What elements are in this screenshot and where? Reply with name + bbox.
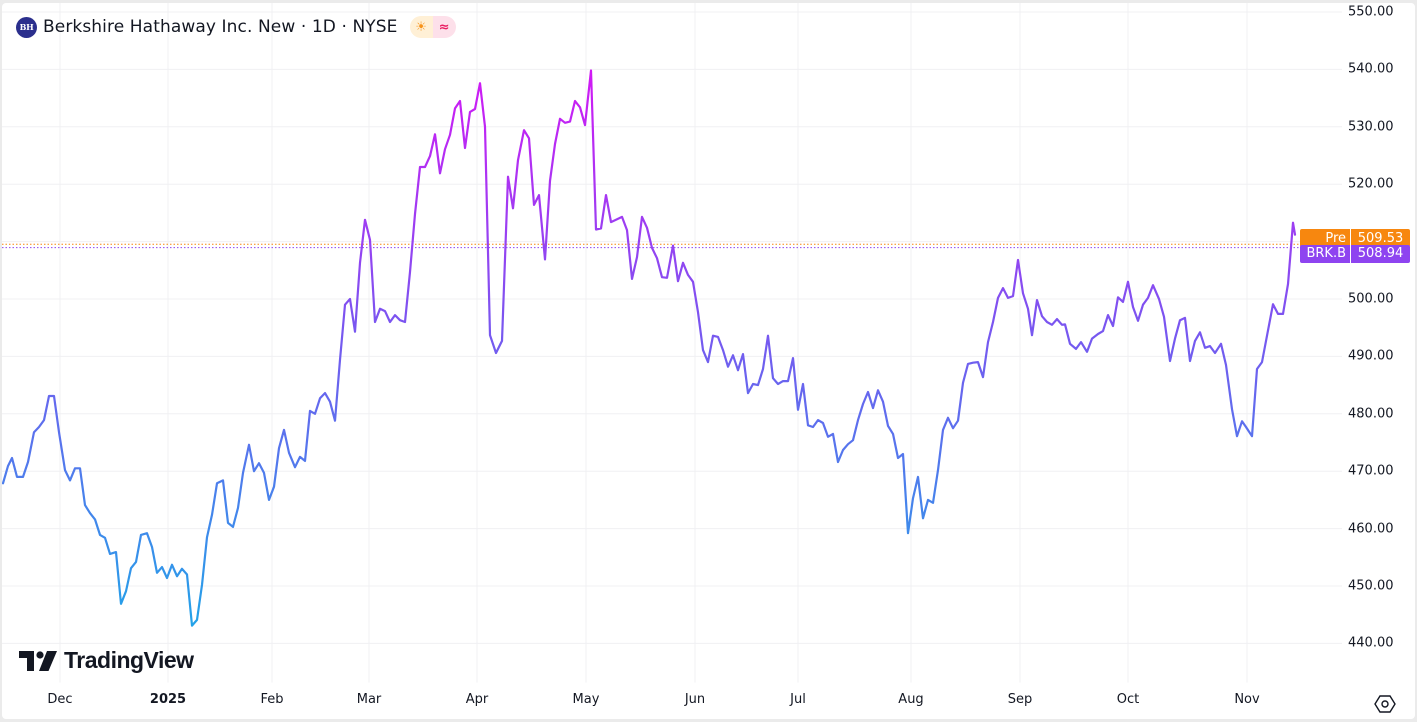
price-axis-label: 440.00 xyxy=(1348,635,1394,651)
chart-header: BH Berkshire Hathaway Inc. New · 1D · NY… xyxy=(16,15,456,39)
price-axis-label: 460.00 xyxy=(1348,521,1394,537)
time-axis-label: Jun xyxy=(684,692,706,707)
price-axis-label: 540.00 xyxy=(1348,61,1394,77)
price-line[interactable] xyxy=(2,69,1297,627)
session-status-pill[interactable]: ☀ ≈ xyxy=(409,16,456,38)
time-axis-label: Nov xyxy=(1234,692,1260,707)
price-chart-plot[interactable] xyxy=(2,3,1415,719)
settings-hexagon-icon xyxy=(1374,695,1396,713)
price-axis-label: 500.00 xyxy=(1348,291,1394,307)
last-price-tag: BRK.B 508.94 xyxy=(1300,244,1410,263)
grid-lines xyxy=(2,3,1415,684)
price-axis-label: 520.00 xyxy=(1348,176,1394,192)
price-axis-label: 550.00 xyxy=(1348,4,1394,20)
tradingview-wordmark: TradingView xyxy=(64,647,194,673)
pre-market-label: Pre xyxy=(1325,230,1346,246)
time-axis-label: Jul xyxy=(790,692,806,707)
symbol-label: BRK.B xyxy=(1306,246,1346,262)
time-axis-label: Dec xyxy=(47,692,73,707)
time-axis-label: Feb xyxy=(260,692,284,707)
price-axis-label: 450.00 xyxy=(1348,578,1394,594)
pre-market-value: 509.53 xyxy=(1350,229,1410,248)
price-axis-label: 490.00 xyxy=(1348,348,1394,364)
symbol-title[interactable]: Berkshire Hathaway Inc. New · 1D · NYSE xyxy=(43,17,398,37)
price-axis-label: 530.00 xyxy=(1348,119,1394,135)
sun-icon: ☀ xyxy=(409,16,433,38)
pre-market-price-tag: Pre 509.53 xyxy=(1300,229,1410,248)
time-axis-label: Mar xyxy=(356,692,382,707)
wave-icon: ≈ xyxy=(432,16,456,38)
tradingview-logo[interactable]: TradingView xyxy=(19,647,194,674)
price-axis-label: 480.00 xyxy=(1348,406,1394,422)
time-axis-label: Oct xyxy=(1116,692,1140,707)
time-axis-label: Sep xyxy=(1007,692,1033,707)
last-price-value: 508.94 xyxy=(1350,244,1410,263)
time-axis-label: Apr xyxy=(465,692,489,707)
time-axis-label: May xyxy=(572,692,600,707)
time-axis-label: 2025 xyxy=(149,692,187,707)
tradingview-mark-icon xyxy=(19,650,57,671)
company-logo-icon: BH xyxy=(16,16,37,38)
chart-settings-button[interactable] xyxy=(1374,693,1396,715)
time-axis-label: Aug xyxy=(898,692,924,707)
price-axis-label: 470.00 xyxy=(1348,463,1394,479)
chart-frame: BH Berkshire Hathaway Inc. New · 1D · NY… xyxy=(2,3,1415,719)
